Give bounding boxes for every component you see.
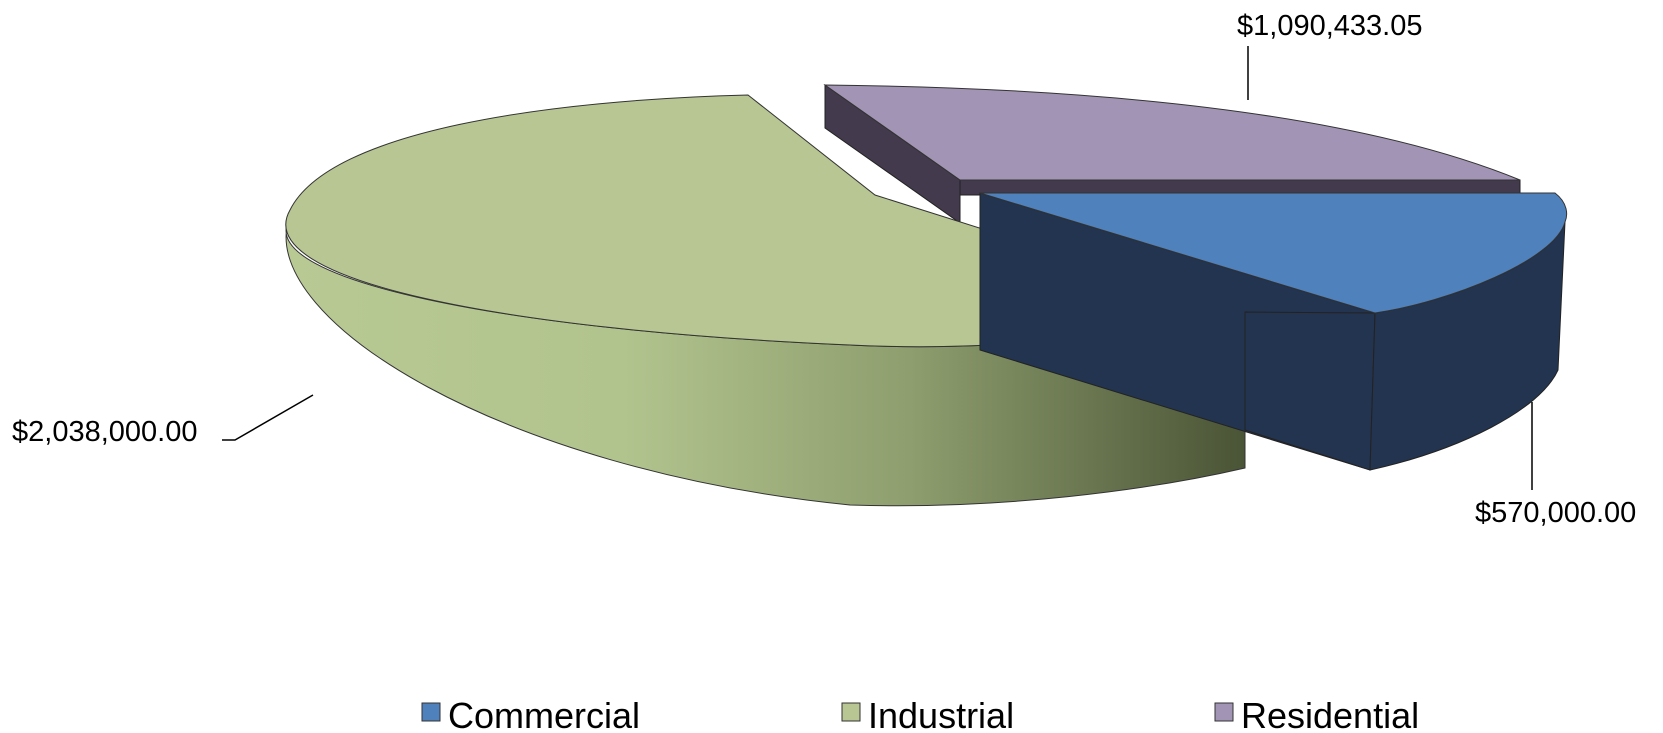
legend-swatch-industrial xyxy=(841,702,861,722)
legend-swatch-residential xyxy=(1214,702,1234,722)
data-label-commercial: $570,000.00 xyxy=(1475,497,1636,529)
leader-line-industrial xyxy=(222,394,314,441)
legend-label-residential: Residential xyxy=(1241,695,1419,733)
pie-slice-residential xyxy=(823,84,1521,181)
legend-label-commercial: Commercial xyxy=(448,695,640,733)
commercial-inner-side-2 xyxy=(1244,311,1376,471)
data-label-residential: $1,090,433.05 xyxy=(1237,10,1422,42)
legend-label-industrial: Industrial xyxy=(868,695,1014,733)
legend-swatch-commercial xyxy=(421,702,441,722)
pie-slice-commercial xyxy=(979,192,1568,314)
legend: Commercial Industrial Residential xyxy=(421,695,1419,733)
data-label-industrial: $2,038,000.00 xyxy=(12,416,197,448)
